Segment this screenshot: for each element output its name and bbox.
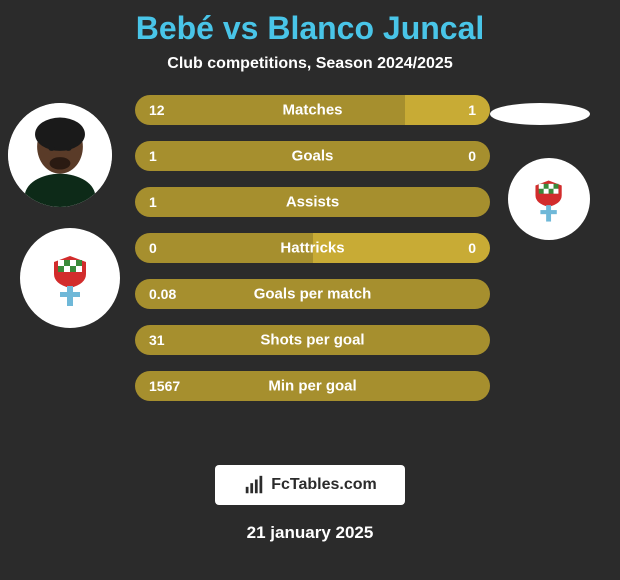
stat-label: Min per goal <box>268 378 356 395</box>
comparison-panel: 12 1 Matches 1 0 Goals 1 Assists 0 0 Hattricks 0.08… <box>0 103 620 443</box>
stat-label: Matches <box>282 102 342 119</box>
player-right-club-crest <box>508 158 590 240</box>
stat-row: 0 0 Hattricks <box>135 233 490 263</box>
footer-date: 21 january 2025 <box>0 523 620 543</box>
crest-icon <box>40 248 100 308</box>
comparison-bars: 12 1 Matches 1 0 Goals 1 Assists 0 0 Hattricks 0.08… <box>135 95 490 417</box>
stat-value-right: 1 <box>468 102 476 118</box>
stat-value-left: 1567 <box>149 378 180 394</box>
stat-value-left: 1 <box>149 148 157 164</box>
stat-row: 12 1 Matches <box>135 95 490 125</box>
stat-value-left: 1 <box>149 194 157 210</box>
brand-logo: FcTables.com <box>215 465 405 505</box>
stat-value-right: 0 <box>468 148 476 164</box>
stat-bar-right <box>405 95 490 125</box>
brand-label: FcTables.com <box>271 476 377 494</box>
stat-label: Shots per goal <box>260 332 364 349</box>
stat-label: Goals per match <box>254 286 372 303</box>
player-right-avatar <box>490 103 590 125</box>
stat-value-right: 0 <box>468 240 476 256</box>
stat-row: 1 Assists <box>135 187 490 217</box>
stat-row: 1 0 Goals <box>135 141 490 171</box>
player-left-avatar <box>8 103 112 207</box>
stat-label: Goals <box>292 148 334 165</box>
chart-icon <box>243 474 265 496</box>
stat-value-left: 31 <box>149 332 165 348</box>
page-subtitle: Club competitions, Season 2024/2025 <box>0 55 620 73</box>
stat-value-left: 12 <box>149 102 165 118</box>
stat-value-left: 0 <box>149 240 157 256</box>
stat-row: 31 Shots per goal <box>135 325 490 355</box>
page-title: Bebé vs Blanco Juncal <box>0 0 620 47</box>
stat-row: 0.08 Goals per match <box>135 279 490 309</box>
crest-icon <box>524 174 573 223</box>
stat-row: 1567 Min per goal <box>135 371 490 401</box>
stat-label: Hattricks <box>280 240 344 257</box>
player-left-club-crest <box>20 228 120 328</box>
stat-value-left: 0.08 <box>149 286 176 302</box>
stat-label: Assists <box>286 194 339 211</box>
stat-bar-left <box>135 95 405 125</box>
